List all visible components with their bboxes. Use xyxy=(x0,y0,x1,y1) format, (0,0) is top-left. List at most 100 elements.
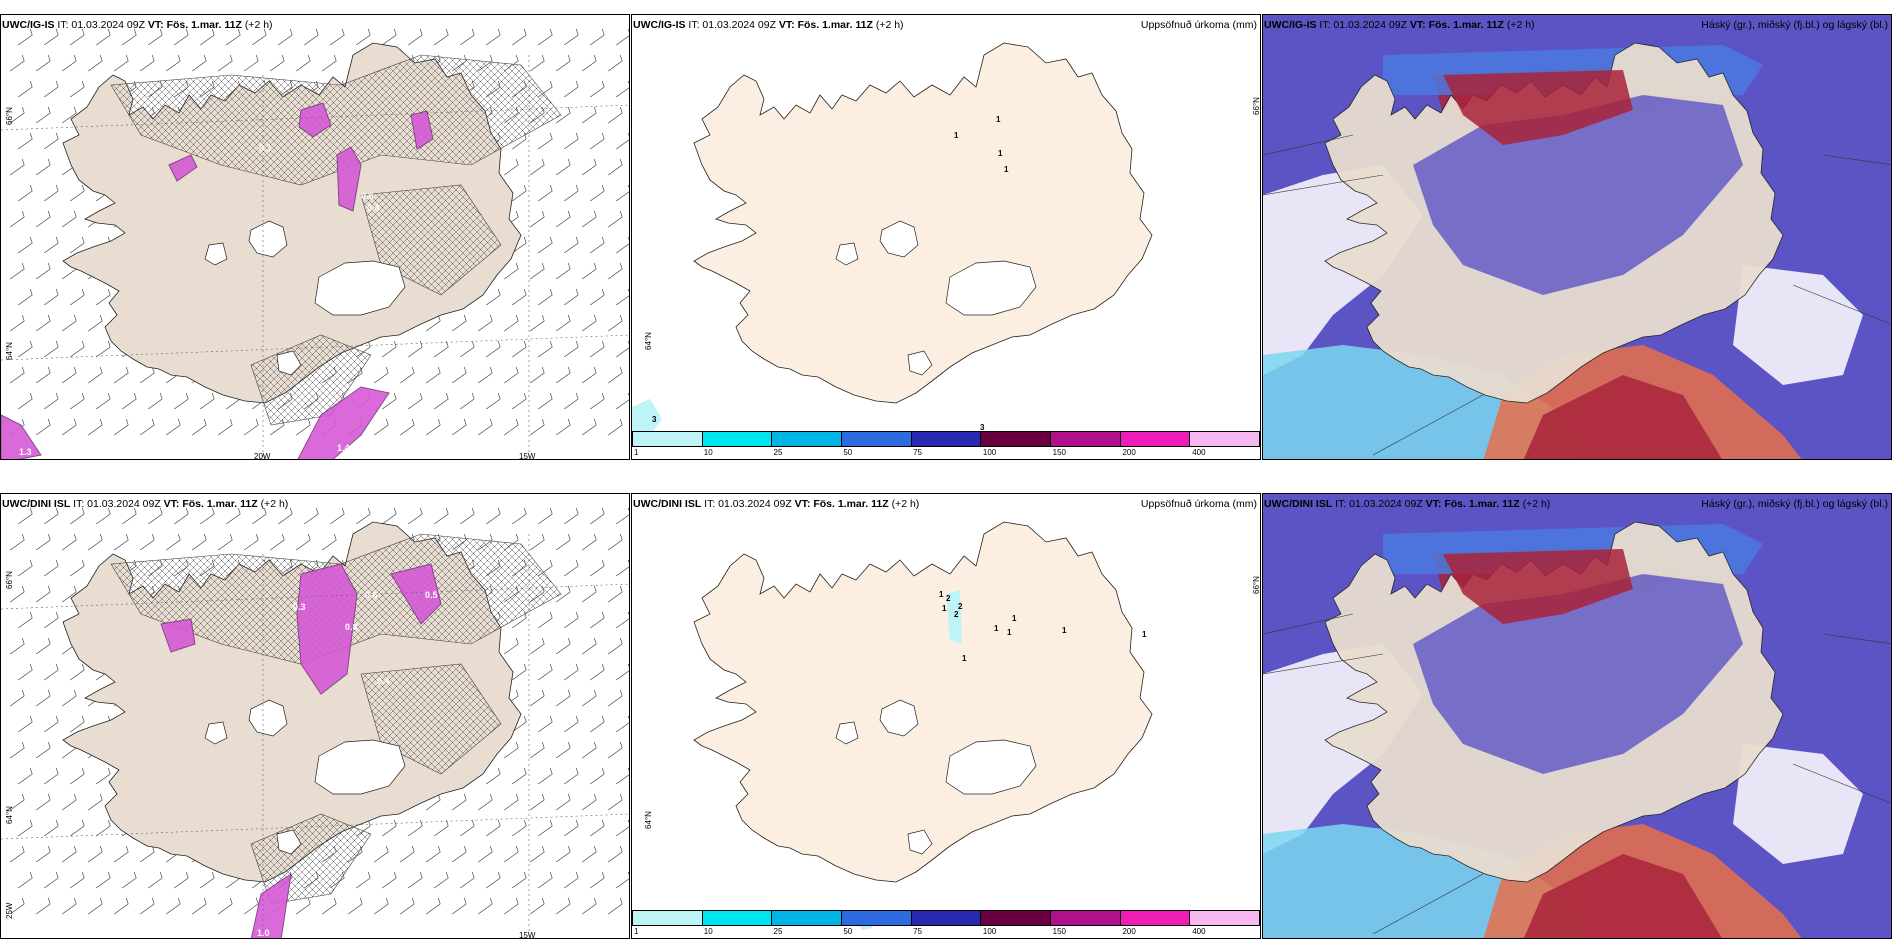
wind-barb xyxy=(478,897,493,915)
wind-barb xyxy=(114,533,129,551)
wind-barb xyxy=(530,689,545,707)
wind-barb xyxy=(44,236,59,254)
wind-barb xyxy=(616,611,629,629)
wind-barb xyxy=(62,106,77,124)
wind-barb xyxy=(504,262,519,280)
snow-blob xyxy=(1,414,42,459)
wind-barb xyxy=(18,715,33,733)
snow-value-label: 0.6 xyxy=(365,590,378,600)
wind-barb xyxy=(10,106,25,124)
precip-value-label: 1 xyxy=(1142,630,1147,639)
wind-barb xyxy=(582,689,597,707)
wind-barb xyxy=(10,262,25,280)
wind-barb xyxy=(18,871,33,889)
legend-swatch xyxy=(632,911,703,925)
legend-tick: 150 xyxy=(1052,448,1067,457)
wind-barb xyxy=(582,533,597,551)
lon-label: 25W xyxy=(5,902,14,919)
wind-barb xyxy=(36,314,51,332)
wind-barb xyxy=(330,507,345,525)
glacier-outline xyxy=(835,721,859,745)
wind-barb xyxy=(590,184,605,202)
wind-barb xyxy=(504,845,519,863)
wind-barb xyxy=(36,793,51,811)
wind-barb xyxy=(564,715,579,733)
wind-barb xyxy=(564,392,579,410)
precip-patches xyxy=(632,399,662,433)
wind-barb xyxy=(434,28,449,46)
wind-barb xyxy=(616,871,629,889)
wind-barb xyxy=(564,288,579,306)
wind-barb xyxy=(400,366,415,384)
wind-barb xyxy=(88,845,103,863)
wind-barb xyxy=(408,871,423,889)
wind-barb xyxy=(114,54,129,72)
wind-barb xyxy=(244,418,259,436)
wind-barb xyxy=(608,689,623,707)
wind-barb xyxy=(18,507,33,525)
precip-value-label: 2 xyxy=(958,602,963,611)
wind-barb xyxy=(564,236,579,254)
wind-barb xyxy=(44,340,59,358)
wind-barb xyxy=(582,741,597,759)
iceland-landmass xyxy=(693,42,1153,404)
glacier-outline xyxy=(879,220,919,258)
wind-barb xyxy=(616,663,629,681)
wind-barb xyxy=(62,418,77,436)
wind-barb xyxy=(200,28,215,46)
wind-barb xyxy=(530,637,545,655)
wind-barb xyxy=(140,897,155,915)
panel-header: UWC/IG-IS IT: 01.03.2024 09Z VT: Fös. 1.… xyxy=(1264,19,1535,31)
wind-barb xyxy=(608,314,623,332)
precip-value-label: 1 xyxy=(1062,626,1067,635)
snow-blob xyxy=(160,618,196,653)
wind-barb xyxy=(296,54,311,72)
wind-barb xyxy=(530,262,545,280)
wind-barb xyxy=(556,897,571,915)
wind-barb xyxy=(96,288,111,306)
wind-barb xyxy=(374,418,389,436)
wind-barb xyxy=(382,340,397,358)
wind-barb xyxy=(36,533,51,551)
wind-barb xyxy=(538,184,553,202)
precip-map-panel-dini: UWC/DINI ISL IT: 01.03.2024 09Z VT: Fös.… xyxy=(631,493,1261,939)
glacier-outline xyxy=(204,721,228,745)
wind-barb xyxy=(512,340,527,358)
wind-barb xyxy=(582,637,597,655)
wind-barb xyxy=(530,845,545,863)
wind-barb xyxy=(582,897,597,915)
legend-swatch xyxy=(702,911,773,925)
wind-barb xyxy=(590,663,605,681)
legend-swatch xyxy=(842,911,912,925)
glacier-outline xyxy=(835,242,859,266)
wind-barb xyxy=(530,741,545,759)
wind-barb xyxy=(504,897,519,915)
wind-barb xyxy=(244,54,259,72)
wind-barb xyxy=(434,819,449,837)
wind-barb xyxy=(478,793,493,811)
wind-barb xyxy=(582,793,597,811)
precip-value-label: 1 xyxy=(998,149,1003,158)
wind-barb xyxy=(18,611,33,629)
wind-barb xyxy=(18,767,33,785)
snow-blobs xyxy=(1,102,434,459)
wind-barb xyxy=(486,340,501,358)
wind-barb xyxy=(174,871,189,889)
wind-barb xyxy=(226,28,241,46)
wind-barb xyxy=(556,418,571,436)
wind-barb xyxy=(504,793,519,811)
cloud-map-panel-dini: UWC/DINI ISL IT: 01.03.2024 09Z VT: Fös.… xyxy=(1262,493,1892,939)
wind-barb xyxy=(36,741,51,759)
wind-barb xyxy=(478,314,493,332)
wind-barb xyxy=(512,871,527,889)
wind-barb xyxy=(174,28,189,46)
precip-value-label: 1 xyxy=(962,654,967,663)
cloud-area xyxy=(1733,744,1863,864)
wind-barb xyxy=(608,106,623,124)
lat-label: 66°N xyxy=(1252,97,1261,115)
glacier-outline xyxy=(248,220,288,258)
wind-barb xyxy=(192,418,207,436)
wind-barb xyxy=(582,106,597,124)
wind-barb xyxy=(408,340,423,358)
wind-barb xyxy=(556,106,571,124)
